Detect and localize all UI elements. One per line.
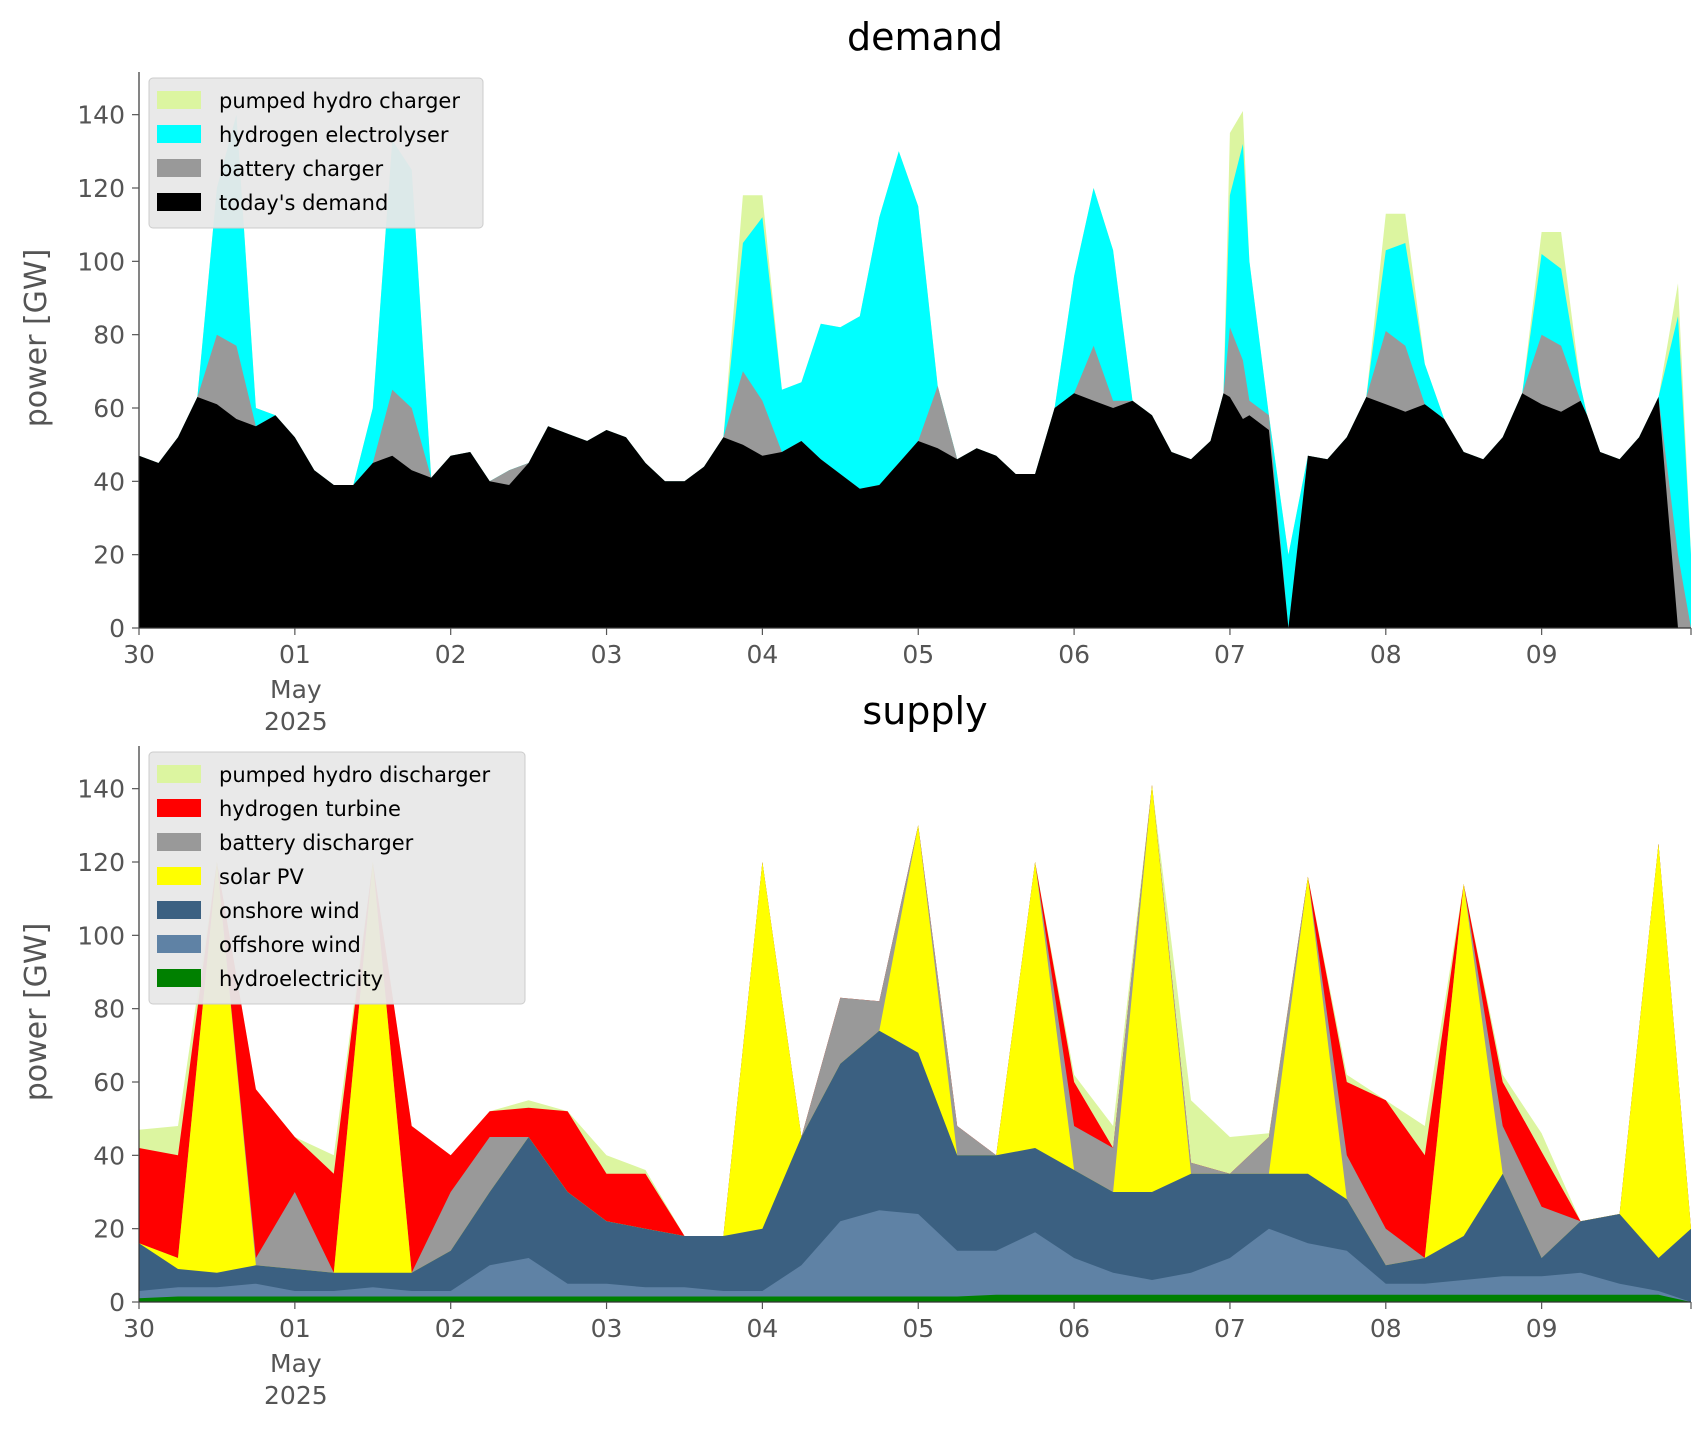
- x-tick-label: 01: [279, 640, 311, 669]
- y-tick-label: 80: [93, 995, 125, 1024]
- y-tick-label: 0: [109, 1288, 125, 1317]
- x-tick-label: 02: [435, 1314, 467, 1343]
- y-tick-label: 60: [93, 394, 125, 423]
- legend-swatch: [157, 935, 201, 953]
- x-tick-label: 06: [1058, 640, 1090, 669]
- y-tick-label: 20: [93, 541, 125, 570]
- x-tick-label: 30: [123, 640, 155, 669]
- demand-legend: [148, 77, 484, 229]
- y-tick-label: 40: [93, 467, 125, 496]
- x-tick-label: 05: [902, 1314, 934, 1343]
- legend-swatch: [157, 765, 201, 783]
- legend-label: battery discharger: [219, 831, 414, 855]
- x-tick-label: 06: [1058, 1314, 1090, 1343]
- y-tick-label: 100: [77, 921, 125, 950]
- x-tick-label: 05: [902, 640, 934, 669]
- legend-label: today's demand: [219, 191, 388, 215]
- supply-area-onshore-wind: [139, 1030, 1691, 1302]
- x-tick-sublabel: 2025: [264, 1381, 328, 1410]
- y-tick-label: 120: [77, 174, 125, 203]
- x-tick-label: 07: [1214, 640, 1246, 669]
- supply-title: supply: [862, 689, 987, 733]
- x-tick-sublabel: 2025: [264, 707, 328, 736]
- legend-label: hydrogen electrolyser: [219, 123, 449, 147]
- legend-label: hydrogen turbine: [219, 797, 401, 821]
- y-tick-label: 40: [93, 1141, 125, 1170]
- x-tick-sublabel: May: [270, 675, 322, 704]
- x-tick-label: 01: [279, 1314, 311, 1343]
- supply-y-label: power [GW]: [19, 923, 54, 1102]
- x-tick-label: 02: [435, 640, 467, 669]
- legend-label: pumped hydro charger: [219, 89, 460, 113]
- supply-legend: [148, 751, 526, 1005]
- legend-label: onshore wind: [219, 899, 360, 923]
- x-tick-label: 09: [1526, 1314, 1558, 1343]
- legend-swatch: [157, 91, 201, 109]
- x-tick-label: 03: [591, 640, 623, 669]
- demand-y-label: power [GW]: [19, 249, 54, 428]
- y-tick-label: 80: [93, 321, 125, 350]
- legend-label: battery charger: [219, 157, 384, 181]
- legend-swatch: [157, 159, 201, 177]
- legend-label: offshore wind: [219, 933, 361, 957]
- y-tick-label: 140: [77, 101, 125, 130]
- x-tick-sublabel: May: [270, 1349, 322, 1378]
- y-tick-label: 140: [77, 775, 125, 804]
- legend-label: solar PV: [219, 865, 304, 889]
- x-tick-label: 30: [123, 1314, 155, 1343]
- y-tick-label: 60: [93, 1068, 125, 1097]
- legend-swatch: [157, 799, 201, 817]
- x-tick-label: 04: [746, 1314, 778, 1343]
- y-tick-label: 100: [77, 247, 125, 276]
- x-tick-label: 09: [1526, 640, 1558, 669]
- y-tick-label: 20: [93, 1215, 125, 1244]
- x-tick-label: 08: [1370, 1314, 1402, 1343]
- legend-swatch: [157, 833, 201, 851]
- legend-swatch: [157, 969, 201, 987]
- demand-area-today-s-demand: [139, 393, 1691, 628]
- x-tick-label: 03: [591, 1314, 623, 1343]
- x-tick-label: 07: [1214, 1314, 1246, 1343]
- legend-label: hydroelectricity: [219, 967, 383, 991]
- x-tick-label: 08: [1370, 640, 1402, 669]
- legend-swatch: [157, 901, 201, 919]
- y-tick-label: 0: [109, 614, 125, 643]
- supply-area-hydroelectricity: [139, 1294, 1691, 1302]
- legend-label: pumped hydro discharger: [219, 763, 490, 787]
- y-tick-label: 120: [77, 848, 125, 877]
- x-tick-label: 04: [746, 640, 778, 669]
- legend-swatch: [157, 125, 201, 143]
- supply-area-offshore-wind: [139, 1210, 1691, 1302]
- legend-swatch: [157, 193, 201, 211]
- demand-title: demand: [847, 15, 1003, 59]
- legend-swatch: [157, 867, 201, 885]
